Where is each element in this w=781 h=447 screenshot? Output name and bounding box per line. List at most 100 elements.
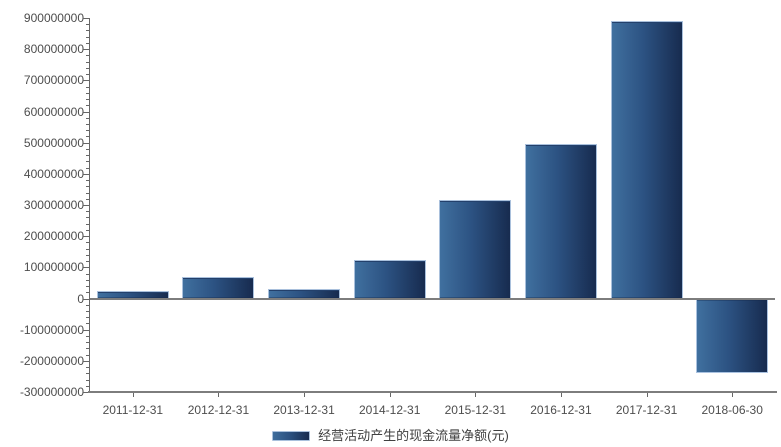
y-axis-minor-tick [86,30,90,32]
zero-line [90,297,775,300]
y-axis-minor-tick [86,310,90,312]
y-axis-tick-label: 500000000 [23,135,84,150]
y-axis-minor-tick [86,286,90,288]
y-axis-minor-tick [86,61,90,63]
y-axis-minor-tick [86,167,90,169]
y-axis-minor-tick [86,229,90,231]
x-axis-label: 2015-12-31 [444,403,506,417]
y-axis-tick-label: -100000000 [19,322,84,337]
y-axis-minor-tick [86,136,90,138]
bar-2014-12-31[interactable] [353,259,426,299]
y-axis-minor-tick [86,223,90,225]
x-axis-label: 2018-06-30 [701,403,763,417]
y-axis-minor-tick [86,155,90,157]
y-axis-minor-tick [86,211,90,213]
y-axis-tick-label: 0 [77,291,84,306]
y-axis-major-tick [83,360,90,362]
x-axis-label: 2011-12-31 [102,403,164,417]
y-axis-minor-tick [86,342,90,344]
x-axis-tick [304,393,306,397]
y-axis-minor-tick [86,55,90,57]
y-axis-tick-label: -200000000 [19,353,84,368]
y-axis-major-tick [83,80,90,82]
x-axis-tick [389,393,391,397]
y-axis-minor-tick [86,198,90,200]
y-axis-minor-tick [86,123,90,125]
y-axis-major-tick [83,267,90,269]
x-axis-tick [732,393,734,397]
legend-label: 经营活动产生的现金流量净额(元) [318,428,509,443]
y-axis-major-tick [83,392,90,393]
y-axis-tick-label: 400000000 [23,166,84,181]
y-axis-minor-tick [86,67,90,69]
legend-swatch-icon [272,431,311,441]
x-axis-label: 2017-12-31 [615,403,678,417]
y-axis-line [89,18,90,392]
y-axis-tick-label: 200000000 [23,229,84,244]
x-axis-label: 2014-12-31 [358,403,421,417]
y-axis-minor-tick [86,248,90,250]
y-axis-minor-tick [86,186,90,188]
y-axis-minor-tick [86,242,90,244]
x-axis-label: 2013-12-31 [273,403,335,417]
y-axis-tick-label: 300000000 [23,198,84,212]
y-axis-minor-tick [86,317,90,319]
y-axis-minor-tick [86,148,90,150]
y-axis-minor-tick [86,99,90,101]
x-axis-label: 2012-12-31 [187,403,250,417]
y-axis-minor-tick [86,217,90,219]
x-axis-line [88,391,777,393]
bar-2013-12-31[interactable] [268,289,341,299]
y-axis-tick-label: 600000000 [23,104,84,119]
legend[interactable]: 经营活动产生的现金流量净额(元) [0,427,781,445]
y-axis-minor-tick [86,273,90,275]
y-axis-tick-label: 100000000 [23,260,84,275]
bar-2018-06-30[interactable] [696,299,769,374]
y-axis-minor-tick [86,92,90,94]
y-axis-minor-tick [86,86,90,88]
y-axis-tick-label: 900000000 [23,11,84,25]
y-axis-major-tick [83,205,90,206]
x-axis-tick [132,393,134,397]
y-axis-minor-tick [86,348,90,350]
x-axis-tick [646,393,648,397]
y-axis-major-tick [83,111,90,113]
y-axis-minor-tick [86,36,90,38]
y-axis-major-tick [83,173,90,175]
y-axis-minor-tick [86,117,90,119]
y-axis-minor-tick [86,279,90,281]
y-axis-minor-tick [86,373,90,375]
x-axis-tick [475,393,477,397]
y-axis-minor-tick [86,335,90,337]
y-axis-major-tick [83,329,90,331]
y-axis-tick-label: 800000000 [23,42,84,57]
y-axis-minor-tick [86,24,90,26]
y-axis-tick-label: 700000000 [23,73,84,88]
y-axis-minor-tick [86,304,90,306]
bar-2016-12-31[interactable] [524,144,597,299]
y-axis-minor-tick [86,354,90,356]
y-axis-minor-tick [86,379,90,381]
bar-2017-12-31[interactable] [610,21,683,299]
y-axis-minor-tick [86,292,90,294]
y-axis-major-tick [83,236,90,238]
y-axis-minor-tick [86,105,90,107]
y-axis-major-tick [83,18,90,19]
bar-2015-12-31[interactable] [439,200,512,299]
y-axis-minor-tick [86,130,90,132]
x-axis-tick [560,393,562,397]
x-axis-label: 2016-12-31 [530,403,592,417]
y-axis-major-tick [83,142,90,144]
y-axis-minor-tick [86,367,90,369]
y-axis-minor-tick [86,385,90,387]
bar-2012-12-31[interactable] [182,276,255,299]
y-axis-minor-tick [86,261,90,263]
y-axis-minor-tick [86,74,90,76]
y-axis-minor-tick [86,161,90,163]
y-axis-minor-tick [86,42,90,44]
y-axis-minor-tick [86,192,90,194]
y-axis-major-tick [83,49,90,51]
bar-2011-12-31[interactable] [96,290,169,299]
